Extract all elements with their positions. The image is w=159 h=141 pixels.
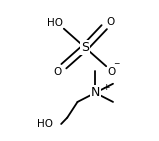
Text: N: N [91,86,100,99]
Text: S: S [81,41,89,54]
Text: O: O [107,67,116,77]
Text: +: + [102,83,110,92]
Text: HO: HO [47,18,63,28]
Text: O: O [106,17,115,27]
Text: O: O [53,67,62,77]
Text: −: − [113,59,119,68]
Text: HO: HO [37,119,53,129]
